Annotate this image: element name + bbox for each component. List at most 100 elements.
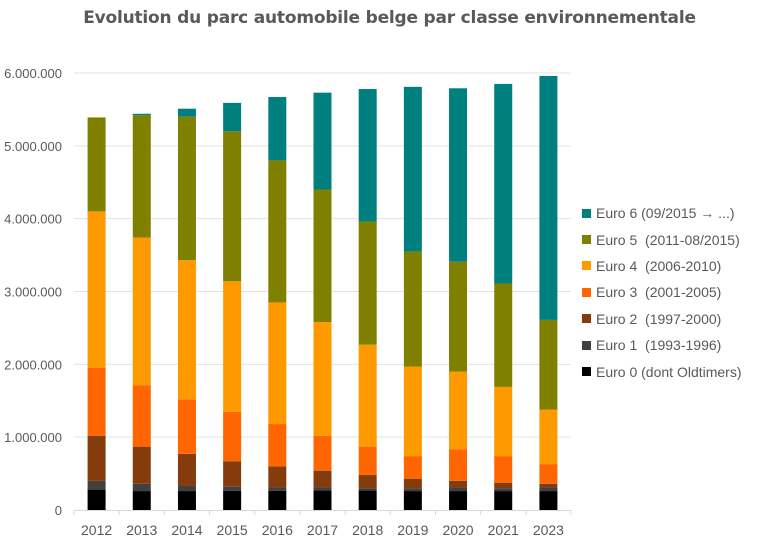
bar-segment [403, 488, 422, 492]
bar-segment [313, 189, 332, 323]
bar-segment [449, 480, 468, 488]
bar-segment [87, 367, 106, 436]
bar-segment [223, 490, 242, 510]
y-tick-label: 4.000.000 [4, 212, 62, 227]
bar-segment [268, 490, 287, 510]
bar-stack-2017 [313, 92, 332, 510]
legend-item: Euro 6 (09/2015 → ...) [582, 200, 742, 226]
x-tick-label: 2013 [126, 522, 157, 538]
bar-segment [358, 89, 377, 222]
x-tick-label: 2017 [307, 522, 338, 538]
bar-segment [87, 211, 106, 368]
bar-segment [449, 88, 468, 262]
legend-item: Euro 5 (2011-08/2015) [582, 226, 742, 252]
x-tick-label: 2012 [81, 522, 112, 538]
bars [87, 75, 558, 510]
bar-segment [403, 366, 422, 457]
legend-swatch [582, 208, 591, 218]
bar-segment [313, 487, 332, 491]
legend-label: Euro 5 (2011-08/2015) [596, 231, 740, 248]
bar-segment [268, 487, 287, 491]
bar-segment [223, 461, 242, 487]
legend-label: Euro 1 (1993-1996) [596, 337, 722, 354]
bar-segment [494, 491, 513, 510]
legend-label: Euro 4 (2006-2010) [596, 257, 722, 274]
bar-segment [177, 453, 196, 486]
legend-swatch [582, 340, 591, 350]
bar-segment [132, 113, 151, 116]
bar-segment [132, 483, 151, 492]
x-tick-label: 2016 [262, 522, 293, 538]
bar-segment [358, 446, 377, 476]
x-axis-tick-labels: 2012 2013 2014 2015 2016 2017 2018 2019 2020 2021… [81, 522, 564, 538]
x-axis [73, 510, 572, 515]
bar-stack-2019 [403, 86, 422, 510]
bar-segment [268, 97, 287, 161]
bar-segment [539, 409, 558, 465]
bar-segment [403, 491, 422, 510]
bar-segment [494, 456, 513, 483]
x-tick-label: 2014 [171, 522, 202, 538]
legend-label: Euro 3 (2001-2005) [596, 284, 722, 301]
bar-segment [449, 261, 468, 372]
bar-segment [403, 478, 422, 489]
bar-segment [449, 491, 468, 510]
bar-segment [539, 483, 558, 488]
bar-segment [223, 411, 242, 462]
bar-segment [313, 92, 332, 190]
bar-segment [403, 251, 422, 367]
x-tick-label: 2019 [397, 522, 428, 538]
bar-segment [539, 319, 558, 410]
x-tick-label: 2021 [488, 522, 519, 538]
bar-segment [358, 490, 377, 510]
legend-item: Euro 2 (1997-2000) [582, 306, 742, 332]
bar-segment [449, 487, 468, 492]
bar-segment [223, 486, 242, 491]
bar-segment [132, 237, 151, 386]
bar-segment [358, 221, 377, 345]
bar-segment [177, 116, 196, 261]
bar-segment [358, 344, 377, 447]
legend-label: Euro 0 (dont Oldtimers) [596, 363, 742, 380]
bar-segment [494, 488, 513, 492]
legend-item: Euro 4 (2006-2010) [582, 253, 742, 279]
bar-segment [539, 491, 558, 510]
bar-segment [132, 385, 151, 447]
bar-segment [494, 482, 513, 489]
y-tick-label: 5.000.000 [4, 139, 62, 154]
bar-segment [539, 487, 558, 492]
bar-segment [132, 446, 151, 484]
legend: Euro 6 (09/2015 → ...) Euro 5 (2011-08/20… [582, 200, 742, 385]
bar-segment [358, 488, 377, 491]
legend-item: Euro 0 (dont Oldtimers) [582, 358, 742, 384]
y-tick-label: 0 [55, 503, 62, 518]
y-tick-label: 1.000.000 [4, 430, 62, 445]
bar-segment [268, 302, 287, 425]
x-tick-label: 2023 [533, 522, 564, 538]
bar-stack-2016 [268, 97, 287, 510]
bar-segment [177, 399, 196, 454]
bar-segment [87, 435, 106, 481]
x-tick-label: 2020 [442, 522, 473, 538]
bar-stack-2012 [87, 117, 106, 510]
bar-segment [313, 322, 332, 436]
bar-segment [494, 83, 513, 284]
bar-segment [494, 283, 513, 387]
bar-segment [177, 108, 196, 117]
bar-segment [539, 464, 558, 484]
bar-stack-2023 [539, 75, 558, 510]
x-tick-label: 2018 [352, 522, 383, 538]
bar-segment [268, 160, 287, 303]
bar-segment [177, 485, 196, 492]
legend-swatch [582, 261, 591, 271]
bar-segment [494, 386, 513, 457]
bar-segment [268, 424, 287, 467]
bar-stack-2021 [494, 83, 513, 510]
bar-stack-2013 [132, 113, 151, 510]
bar-segment [87, 480, 106, 490]
bar-segment [177, 491, 196, 510]
bar-segment [223, 102, 242, 132]
bar-segment [313, 470, 332, 488]
legend-label: Euro 2 (1997-2000) [596, 310, 722, 327]
legend-swatch [582, 235, 591, 245]
